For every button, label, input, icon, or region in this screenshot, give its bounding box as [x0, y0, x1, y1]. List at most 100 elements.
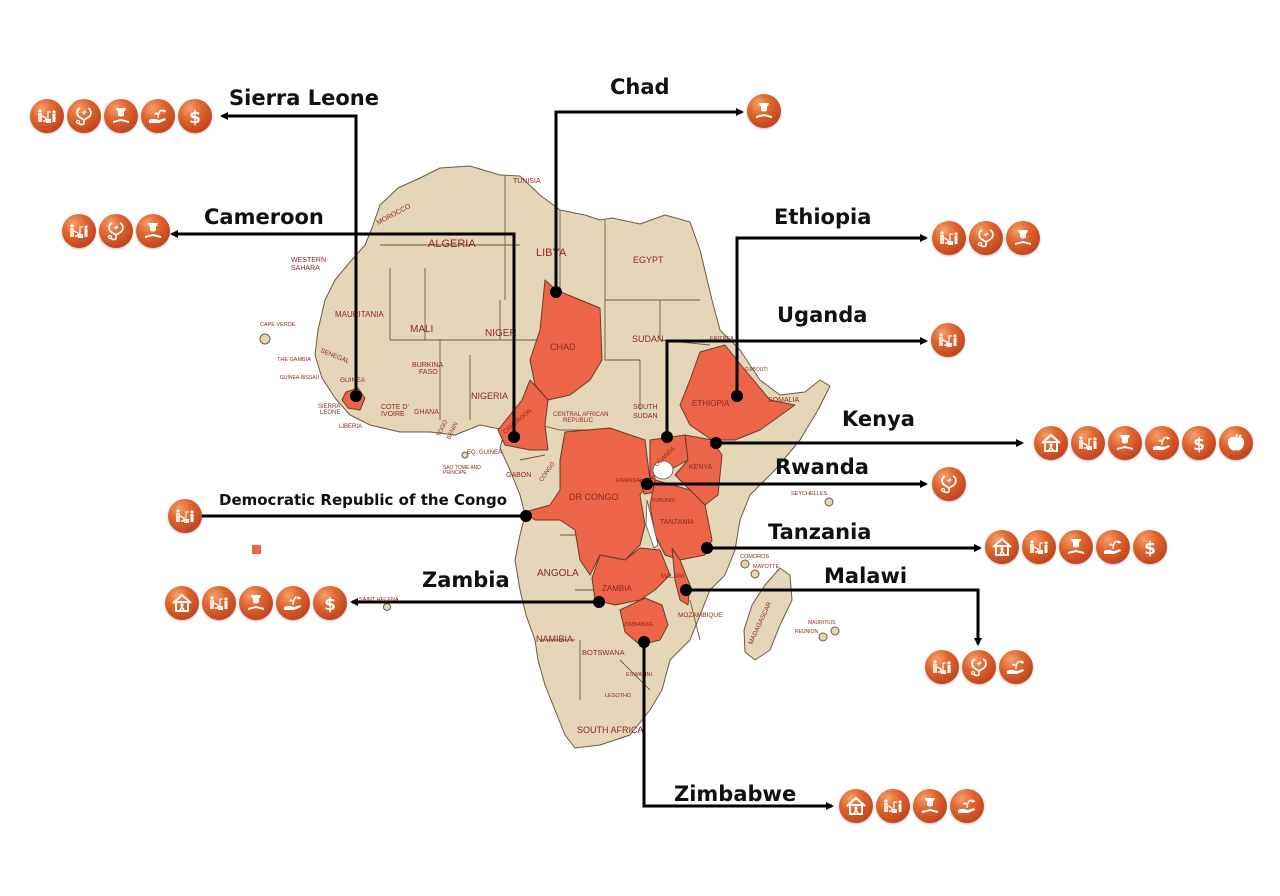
- icons-chad: [747, 94, 781, 128]
- svg-text:GUINEA-BISSAU: GUINEA-BISSAU: [280, 375, 320, 381]
- icons-uganda: [931, 323, 965, 357]
- graduate-book-icon: [104, 99, 138, 133]
- uganda-leader: [665, 337, 928, 437]
- svg-text:FASO: FASO: [419, 369, 438, 376]
- svg-text:GUINEA: GUINEA: [340, 377, 366, 384]
- svg-text:LIBERIA: LIBERIA: [339, 424, 362, 430]
- stethoscope-heart-icon: [67, 99, 101, 133]
- graduate-book-icon: [747, 94, 781, 128]
- svg-text:$: $: [189, 108, 201, 128]
- svg-text:RWANDA: RWANDA: [616, 478, 640, 484]
- icons-cameroon: [62, 214, 170, 248]
- seychelles-island: [824, 497, 834, 507]
- zimbabwe-leader: [642, 642, 834, 810]
- icons-drc: [168, 499, 202, 533]
- apple-icon: [1219, 426, 1253, 460]
- dollar-icon: $: [313, 586, 347, 620]
- svg-text:GHANA: GHANA: [414, 409, 439, 416]
- svg-text:MALAWI: MALAWI: [661, 574, 685, 580]
- graduate-book-icon: [1006, 221, 1040, 255]
- icons-tanzania: $: [985, 530, 1167, 564]
- water-well-icon: [1022, 530, 1056, 564]
- chad-leader: [554, 108, 744, 292]
- water-well-icon: [1071, 426, 1105, 460]
- water-well-icon: [932, 221, 966, 255]
- location-dots: [350, 286, 743, 648]
- svg-text:ZAMBIA: ZAMBIA: [602, 584, 632, 593]
- icons-ethiopia: [932, 221, 1040, 255]
- child-home-icon: [985, 530, 1019, 564]
- svg-text:EQ. GUINEA: EQ. GUINEA: [467, 450, 502, 456]
- svg-text:CHAD: CHAD: [550, 342, 576, 352]
- child-home-icon: [839, 789, 873, 823]
- svg-text:SIERRA: SIERRA: [318, 404, 340, 410]
- title-zambia: Zambia: [422, 568, 510, 592]
- svg-text:MOZAMBIQUE: MOZAMBIQUE: [678, 612, 723, 619]
- graduate-book-icon: [1108, 426, 1142, 460]
- lake-tanganyika: [645, 499, 659, 549]
- svg-text:MAURITIUS: MAURITIUS: [808, 620, 836, 626]
- hand-plant-icon: [1145, 426, 1179, 460]
- graduate-book-icon: [913, 789, 947, 823]
- title-cameroon: Cameroon: [204, 205, 324, 229]
- svg-text:SAO TOME AND: SAO TOME AND: [443, 465, 481, 471]
- saint-helena-island: [383, 603, 391, 611]
- svg-text:DR CONGO: DR CONGO: [569, 492, 619, 502]
- svg-text:CAPE VERDE: CAPE VERDE: [260, 322, 296, 328]
- water-well-icon: [931, 323, 965, 357]
- svg-text:ESWATINI: ESWATINI: [626, 672, 652, 678]
- svg-text:COMOROS: COMOROS: [740, 554, 769, 560]
- svg-text:REUNION: REUNION: [795, 629, 818, 635]
- stethoscope-heart-icon: [962, 650, 996, 684]
- svg-text:DJIBOUTI: DJIBOUTI: [745, 367, 768, 373]
- dollar-icon: $: [1133, 530, 1167, 564]
- sierra-leone-leader: [220, 112, 358, 396]
- svg-text:NIGERIA: NIGERIA: [471, 391, 508, 401]
- svg-text:IVOIRE: IVOIRE: [381, 411, 405, 418]
- icons-zimbabwe: [839, 789, 984, 823]
- svg-text:TANZANIA: TANZANIA: [660, 519, 694, 526]
- stethoscope-heart-icon: [99, 214, 133, 248]
- malawi-leader: [686, 588, 982, 646]
- svg-text:LEONE: LEONE: [320, 410, 340, 416]
- lake-victoria: [652, 460, 674, 480]
- child-home-icon: [165, 586, 199, 620]
- hand-plant-icon: [276, 586, 310, 620]
- mayotte-island: [750, 569, 760, 579]
- ethiopia-leader: [735, 234, 928, 396]
- svg-text:NAMIBIA: NAMIBIA: [536, 634, 573, 644]
- svg-text:$: $: [324, 595, 336, 615]
- svg-text:MAYOTTE: MAYOTTE: [753, 564, 780, 570]
- svg-text:WESTERN: WESTERN: [291, 257, 326, 264]
- sao-tome-island: [461, 451, 469, 459]
- zambia-shape: [591, 547, 671, 606]
- svg-text:EGYPT: EGYPT: [633, 255, 664, 265]
- svg-text:CENTRAL AFRICAN: CENTRAL AFRICAN: [553, 412, 608, 418]
- title-rwanda: Rwanda: [775, 455, 869, 479]
- title-uganda: Uganda: [777, 303, 868, 327]
- svg-text:ETHIOPIA: ETHIOPIA: [692, 399, 730, 408]
- cameroon-leader: [170, 230, 516, 437]
- water-well-icon: [876, 789, 910, 823]
- comoros-island: [740, 559, 750, 569]
- svg-text:NIGER: NIGER: [485, 328, 517, 339]
- svg-text:SOUTH AFRICA: SOUTH AFRICA: [577, 725, 644, 735]
- mauritius-island: [830, 626, 840, 636]
- svg-text:COTE D': COTE D': [381, 404, 409, 411]
- svg-text:SEYCHELLES: SEYCHELLES: [791, 491, 827, 497]
- dollar-icon: $: [1182, 426, 1216, 460]
- title-drc: Democratic Republic of the Congo: [219, 491, 508, 509]
- water-well-icon: [30, 99, 64, 133]
- svg-text:BURKINA: BURKINA: [412, 362, 443, 369]
- title-tanzania: Tanzania: [768, 520, 872, 544]
- svg-text:ANGOLA: ANGOLA: [537, 568, 579, 579]
- icons-rwanda: [932, 467, 966, 501]
- cape-verde-island: [259, 333, 271, 345]
- graduate-book-icon: [1059, 530, 1093, 564]
- svg-text:GABON: GABON: [506, 472, 531, 479]
- water-well-icon: [168, 499, 202, 533]
- hand-plant-icon: [1096, 530, 1130, 564]
- svg-text:TUNISIA: TUNISIA: [513, 178, 541, 185]
- graduate-book-icon: [239, 586, 273, 620]
- title-malawi: Malawi: [824, 564, 908, 588]
